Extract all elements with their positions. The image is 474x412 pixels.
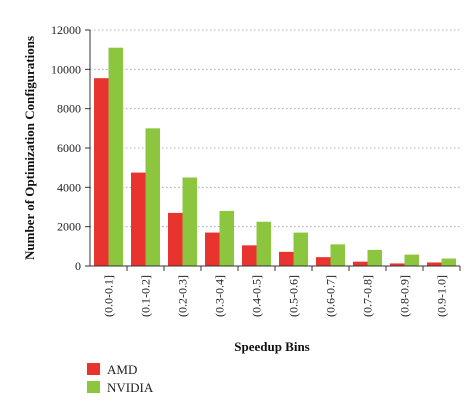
legend-label-amd: AMD — [107, 362, 137, 377]
y-tick-label: 8000 — [57, 102, 81, 116]
bar-nvidia-3 — [219, 210, 234, 266]
bar-amd-0 — [94, 78, 109, 266]
bar-amd-1 — [131, 172, 146, 266]
x-tick-label: (0.5-0.6] — [287, 275, 301, 317]
x-tick-label: (0.8-0.9] — [398, 275, 412, 317]
x-tick-label: (0.7-0.8] — [361, 275, 375, 317]
bars — [94, 47, 456, 267]
legend-swatch-amd — [87, 363, 100, 375]
bar-nvidia-0 — [108, 47, 123, 267]
y-tick-label: 6000 — [57, 141, 81, 155]
bar-amd-5 — [279, 251, 294, 266]
x-tick-label: (0.4-0.5] — [250, 275, 264, 317]
bar-amd-2 — [168, 212, 183, 266]
bar-nvidia-9 — [441, 258, 456, 266]
y-tick-label: 10000 — [51, 62, 81, 76]
bar-amd-6 — [316, 257, 331, 266]
y-tick-label: 4000 — [57, 180, 81, 194]
bar-nvidia-6 — [330, 244, 345, 266]
x-axis-title: Speedup Bins — [234, 339, 310, 354]
bar-amd-8 — [390, 263, 405, 266]
bar-nvidia-4 — [256, 221, 271, 266]
bar-nvidia-5 — [293, 232, 308, 266]
y-tick-labels: 0 2000 4000 6000 8000 10000 12000 — [51, 23, 81, 273]
x-tick-label: (0.1-0.2] — [139, 275, 153, 317]
legend-label-nvidia: NVIDIA — [107, 380, 154, 395]
y-axis-title: Number of Optimization Configurations — [22, 36, 37, 260]
x-tick-label: (0.6-0.7] — [324, 275, 338, 317]
bar-amd-4 — [242, 245, 257, 266]
x-tick-label: (0.0-0.1] — [102, 275, 116, 317]
y-tick-label: 2000 — [57, 220, 81, 234]
y-tick-label: 0 — [75, 259, 81, 273]
legend-swatch-nvidia — [87, 381, 100, 393]
axes — [85, 29, 461, 271]
y-tick-label: 12000 — [51, 23, 81, 37]
x-tick-label: (0.3-0.4] — [213, 275, 227, 317]
x-tick-label: (0.2-0.3] — [176, 275, 190, 317]
grid-lines — [90, 29, 460, 228]
bar-amd-7 — [353, 261, 368, 266]
bar-amd-3 — [205, 232, 220, 266]
bar-nvidia-2 — [182, 177, 197, 266]
bar-nvidia-8 — [404, 254, 419, 266]
x-tick-labels: (0.0-0.1] (0.1-0.2] (0.2-0.3] (0.3-0.4] (0.4… — [102, 275, 449, 317]
x-tick-label: (0.9-1.0] — [435, 275, 449, 317]
bar-nvidia-7 — [367, 249, 382, 266]
bar-nvidia-1 — [145, 128, 160, 266]
bar-amd-9 — [427, 262, 442, 266]
legend: AMD NVIDIA — [87, 362, 154, 395]
